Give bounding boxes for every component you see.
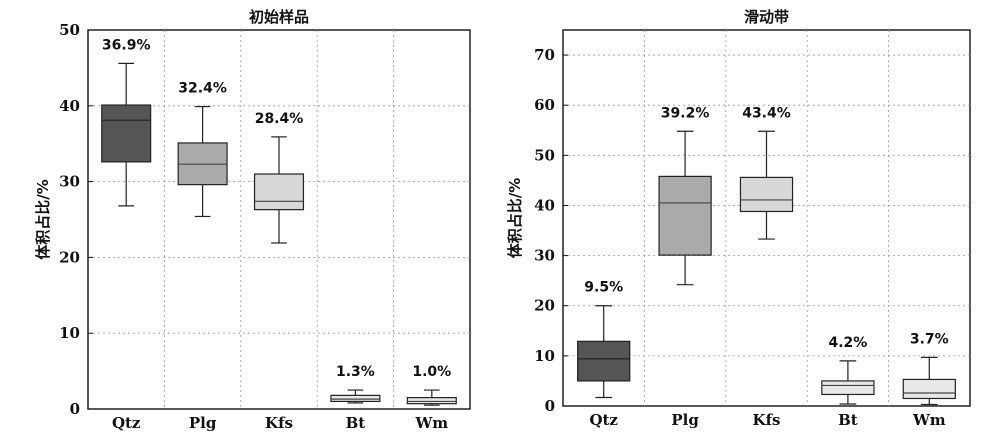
- box-bt: [330, 389, 381, 404]
- y-tick-label: 30: [59, 173, 80, 191]
- y-axis-label: 体积占比/%: [34, 179, 52, 260]
- y-tick-label: 10: [59, 324, 80, 342]
- box-plg: [658, 130, 712, 286]
- mean-percent-label: 36.9%: [102, 37, 151, 53]
- box-qtz: [101, 62, 152, 207]
- box-kfs: [253, 136, 305, 244]
- box-iqr: [739, 176, 794, 213]
- plot-frame: [87, 29, 471, 410]
- mean-percent-label: 39.2%: [661, 105, 710, 121]
- box-bt: [821, 360, 875, 405]
- box-iqr: [406, 397, 457, 405]
- x-category-label: Wm: [912, 411, 946, 429]
- y-tick-label: 50: [534, 146, 555, 164]
- y-axis-label: 体积占比/%: [506, 178, 524, 259]
- y-tick-label: 40: [534, 196, 555, 214]
- box-iqr: [577, 340, 631, 382]
- x-category-label: Wm: [414, 414, 448, 432]
- box-wm: [902, 356, 956, 406]
- x-category-label: Bt: [346, 414, 366, 432]
- box-iqr: [101, 104, 152, 163]
- y-tick-label: 10: [534, 347, 555, 365]
- y-tick-label: 30: [534, 247, 555, 265]
- box-wm: [406, 389, 457, 406]
- chart-title: 初始样品: [249, 8, 309, 26]
- mean-percent-label: 4.2%: [828, 335, 867, 351]
- y-tick-label: 20: [534, 297, 555, 315]
- x-category-label: Kfs: [753, 411, 781, 429]
- x-category-label: Kfs: [265, 414, 293, 432]
- box-plot-initial-sample: 0 10 20 30 40 50 36.9% Qtz 32.4% Plg 28.4% Kfs 1.3% B…: [34, 8, 471, 432]
- box-iqr: [821, 380, 875, 396]
- box-kfs: [739, 130, 794, 240]
- y-tick-label: 70: [534, 46, 555, 64]
- y-tick-label: 40: [59, 97, 80, 115]
- y-tick-label: 50: [59, 21, 80, 39]
- box-iqr: [902, 378, 956, 400]
- box-iqr: [658, 175, 712, 256]
- x-category-label: Qtz: [112, 414, 141, 432]
- x-category-label: Plg: [189, 414, 217, 432]
- y-tick-label: 0: [545, 397, 555, 415]
- mean-percent-label: 9.5%: [584, 280, 623, 296]
- left-panel-initial-sample: 0 10 20 30 40 50 36.9% Qtz 32.4% Plg 28.4% Kfs 1.3% B…: [34, 8, 471, 432]
- x-category-label: Bt: [838, 411, 858, 429]
- y-tick-label: 0: [70, 400, 80, 418]
- mean-percent-label: 1.3%: [336, 364, 375, 380]
- box-qtz: [577, 305, 631, 399]
- right-panel-slip-zone: 0 10 20 30 40 50 60 70 9.5% Qtz 39.2% Plg 43.4% Kfs 4.…: [500, 0, 1000, 440]
- box-iqr: [330, 394, 381, 403]
- box-plot-slip-zone: 0 10 20 30 40 50 60 70 9.5% Qtz 39.2% Plg 43.4% Kfs 4.…: [506, 8, 971, 429]
- plot-frame: [562, 29, 971, 407]
- chart-title: 滑动带: [744, 8, 789, 26]
- box-plg: [177, 105, 228, 218]
- box-iqr: [253, 173, 305, 211]
- mean-percent-label: 28.4%: [255, 111, 304, 127]
- x-category-label: Qtz: [589, 411, 618, 429]
- y-tick-label: 60: [534, 96, 555, 114]
- y-tick-label: 20: [59, 248, 80, 266]
- mean-percent-label: 3.7%: [910, 331, 949, 347]
- mean-percent-label: 1.0%: [412, 364, 451, 380]
- mean-percent-label: 43.4%: [742, 105, 791, 121]
- x-category-label: Plg: [671, 411, 699, 429]
- mean-percent-label: 32.4%: [178, 81, 227, 97]
